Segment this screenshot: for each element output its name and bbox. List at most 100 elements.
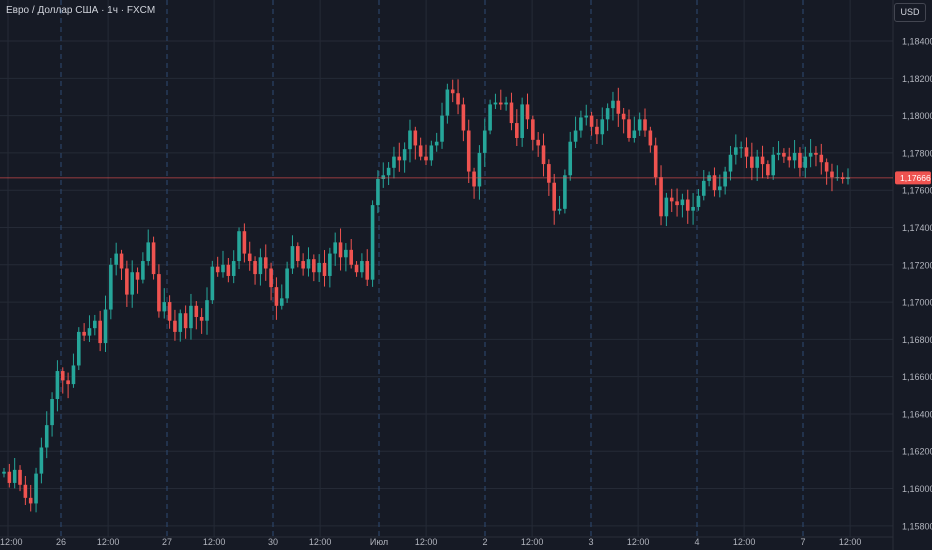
candle-body bbox=[162, 302, 167, 312]
candle-body bbox=[627, 119, 631, 138]
candle-body bbox=[456, 93, 460, 105]
candle-body bbox=[750, 156, 754, 168]
candle-body bbox=[130, 272, 135, 295]
candle-body bbox=[766, 164, 770, 176]
candle-body bbox=[536, 139, 540, 146]
candle-body bbox=[231, 261, 236, 276]
candle-body bbox=[771, 154, 776, 176]
candle-body bbox=[563, 175, 567, 209]
candle-body bbox=[349, 249, 354, 265]
candle-body bbox=[2, 471, 6, 474]
y-tick-label: 1,15800 bbox=[902, 521, 932, 531]
candle-body bbox=[386, 167, 391, 176]
x-tick-label: 4 bbox=[694, 537, 699, 547]
candle-body bbox=[183, 313, 188, 329]
candle-body bbox=[114, 253, 118, 265]
x-tick-label: 12:00 bbox=[0, 537, 23, 547]
candle-body bbox=[66, 380, 70, 385]
candle-body bbox=[279, 298, 284, 306]
candle-body bbox=[125, 268, 129, 295]
candle-body bbox=[723, 171, 727, 187]
x-tick-label: 3 bbox=[588, 537, 593, 547]
candle-body bbox=[263, 257, 268, 269]
candle-body bbox=[792, 152, 797, 161]
candle-body bbox=[461, 104, 466, 131]
candle-body bbox=[381, 175, 386, 179]
last-price-label: 1,17666 bbox=[900, 173, 931, 183]
y-tick-label: 1,18000 bbox=[902, 111, 932, 121]
candle-body bbox=[755, 156, 759, 168]
candle-body bbox=[472, 171, 476, 187]
candle-body bbox=[482, 130, 487, 153]
candle-body bbox=[274, 287, 279, 306]
candle-body bbox=[93, 320, 97, 329]
candle-body bbox=[429, 145, 434, 161]
candle-body bbox=[247, 253, 252, 262]
candle-body bbox=[498, 102, 503, 105]
candle-body bbox=[333, 242, 337, 254]
candle-body bbox=[819, 154, 824, 163]
candle-body bbox=[328, 253, 332, 276]
candle-body bbox=[344, 249, 348, 258]
candle-body bbox=[210, 266, 215, 301]
y-tick-label: 1,17600 bbox=[902, 186, 932, 196]
candle-body bbox=[621, 113, 626, 120]
candle-body bbox=[669, 197, 674, 202]
candle-body bbox=[557, 208, 562, 211]
y-tick-label: 1,17400 bbox=[902, 223, 932, 233]
x-tick-label: 12:00 bbox=[309, 537, 332, 547]
x-tick-label: 12:00 bbox=[415, 537, 438, 547]
x-tick-label: 12:00 bbox=[839, 537, 862, 547]
candle-body bbox=[675, 201, 679, 206]
candle-body bbox=[413, 130, 418, 146]
candle-body bbox=[360, 261, 364, 273]
candle-body bbox=[109, 264, 113, 310]
candle-body bbox=[445, 89, 450, 116]
candle-body bbox=[178, 313, 183, 332]
candle-body bbox=[12, 469, 17, 483]
x-tick-label: 7 bbox=[800, 537, 805, 547]
x-tick-label: 2 bbox=[482, 537, 487, 547]
currency-button[interactable]: USD bbox=[894, 3, 926, 22]
candle-body bbox=[226, 264, 231, 276]
x-tick-label: 26 bbox=[56, 537, 66, 547]
candle-body bbox=[830, 171, 834, 178]
candle-body bbox=[450, 89, 455, 94]
candle-body bbox=[157, 274, 161, 312]
candle-body bbox=[55, 371, 60, 400]
candle-body bbox=[141, 261, 145, 280]
candle-body bbox=[44, 425, 49, 448]
candle-body bbox=[782, 152, 786, 157]
candle-body bbox=[653, 145, 658, 178]
candle-body bbox=[798, 152, 802, 168]
candle-body bbox=[28, 497, 33, 504]
candle-body bbox=[151, 242, 156, 275]
y-tick-label: 1,18400 bbox=[902, 37, 932, 47]
candle-body bbox=[803, 156, 808, 168]
y-tick-label: 1,17200 bbox=[902, 260, 932, 270]
y-tick-label: 1,16200 bbox=[902, 447, 932, 457]
candle-body bbox=[664, 197, 669, 217]
candle-body bbox=[504, 102, 508, 105]
candle-body bbox=[365, 261, 370, 280]
candle-body bbox=[119, 253, 124, 269]
x-tick-label: 12:00 bbox=[627, 537, 650, 547]
candle-body bbox=[488, 104, 492, 131]
candle-body bbox=[23, 484, 28, 498]
candle-body bbox=[701, 180, 706, 196]
candle-body bbox=[194, 305, 199, 317]
candle-body bbox=[466, 130, 471, 172]
y-tick-label: 1,16800 bbox=[902, 335, 932, 345]
x-tick-label: 27 bbox=[162, 537, 172, 547]
candle-body bbox=[541, 145, 546, 165]
candle-body bbox=[87, 328, 92, 336]
candle-body bbox=[717, 186, 722, 191]
y-tick-label: 1,16600 bbox=[902, 372, 932, 382]
candle-body bbox=[205, 300, 209, 321]
y-tick-label: 1,16000 bbox=[902, 484, 932, 494]
x-tick-label: 30 bbox=[268, 537, 278, 547]
candle-body bbox=[643, 119, 647, 131]
candle-body bbox=[531, 119, 535, 140]
